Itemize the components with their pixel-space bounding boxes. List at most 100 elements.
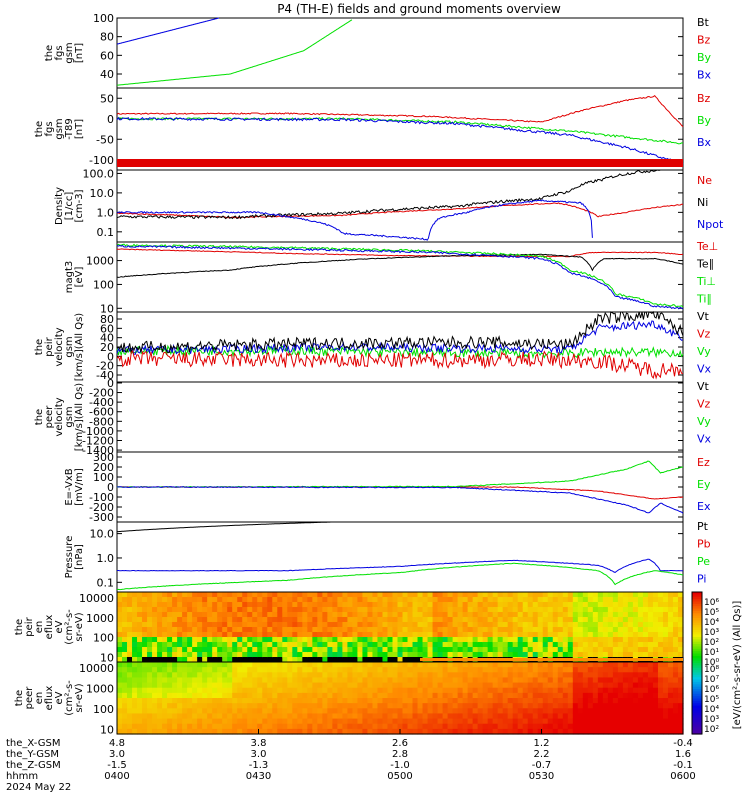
- peir-spectrogram-cell: [512, 592, 519, 598]
- peir-spectrogram-cell: [667, 612, 674, 618]
- peer-spectrogram-cell: [292, 698, 298, 704]
- peer-spectrogram-cell: [457, 677, 464, 684]
- peer-spectrogram-cell: [602, 687, 609, 694]
- peir-spectrogram-cell: [312, 612, 318, 618]
- peer-spectrogram-cell: [182, 713, 188, 720]
- peer-spectrogram-cell: [297, 708, 303, 715]
- peer-spectrogram-cell: [642, 703, 649, 709]
- peir-spectrogram-cell: [492, 647, 499, 653]
- peer-spectrogram-cell: [192, 708, 198, 715]
- peir-spectrogram-cell: [322, 627, 328, 633]
- peir-spectrogram-cell: [607, 622, 614, 628]
- peer-spectrogram-cell: [392, 682, 399, 689]
- peir-spectrogram-cell: [477, 652, 484, 658]
- peer-spectrogram-cell: [242, 677, 248, 684]
- peir-spectrogram-cell: [587, 632, 594, 638]
- peer-spectrogram-cell: [242, 708, 248, 715]
- peer-spectrogram-cell: [402, 687, 409, 694]
- peer-spectrogram-cell: [597, 713, 604, 720]
- peir-spectrogram-cell: [382, 597, 389, 603]
- peir-spectrogram-cell: [462, 632, 469, 638]
- peer-spectrogram-cell: [482, 687, 489, 694]
- peer-spectrogram-cell: [582, 682, 589, 689]
- peir-spectrogram-cell: [212, 607, 218, 613]
- peer-spectrogram-cell: [462, 677, 469, 684]
- peir-spectrogram-cell: [547, 632, 554, 638]
- peer-spectrogram-cell: [227, 677, 233, 684]
- peer-spectrogram-cell: [432, 667, 439, 673]
- peer-spectrogram-cell: [392, 687, 399, 694]
- peer-spectrogram-cell: [202, 687, 208, 694]
- peer-spectrogram-cell: [382, 667, 389, 673]
- peir-spectrogram-cell: [277, 622, 283, 628]
- peir-spectrogram-cell: [447, 622, 454, 628]
- peir-spectrogram-cell: [352, 602, 359, 608]
- peir-spectrogram-cell: [312, 597, 318, 603]
- peir-spectrogram-cell: [532, 627, 539, 633]
- peer-spectrogram-cell: [497, 698, 504, 704]
- peer-spectrogram-cell: [437, 713, 444, 720]
- peir-spectrogram-cell: [352, 622, 359, 628]
- peir-spectrogram-cell: [652, 652, 659, 658]
- y-axis-label-pressure-0: Pressure: [64, 536, 75, 579]
- peir-spectrogram-cell: [242, 647, 248, 653]
- series-fgs-by: [116, 19, 353, 86]
- peir-spectrogram-cell: [322, 617, 328, 623]
- peir-spectrogram-cell: [282, 652, 288, 658]
- peir-spectrogram-cell: [387, 592, 394, 598]
- peir-spectrogram-cell: [522, 637, 529, 643]
- peir-spectrogram-cell: [292, 657, 298, 663]
- peir-spectrogram-cell: [352, 612, 359, 618]
- peer-spectrogram-cell: [222, 728, 228, 735]
- peir-spectrogram-cell: [312, 647, 318, 653]
- peir-spectrogram-cell: [167, 652, 173, 658]
- peer-spectrogram-cell: [397, 682, 404, 689]
- peir-spectrogram-cell: [492, 652, 499, 658]
- peir-spectrogram-cell: [647, 647, 654, 653]
- peer-spectrogram-cell: [597, 677, 604, 684]
- peir-spectrogram-cell: [592, 622, 599, 628]
- peer-spectrogram-cell: [262, 718, 268, 725]
- peer-spectrogram-cell: [197, 687, 203, 694]
- peir-spectrogram-cell: [572, 592, 579, 598]
- peer-spectrogram-cell: [457, 672, 464, 679]
- peer-spectrogram-cell: [337, 687, 343, 694]
- peir-spectrogram-cell: [262, 602, 268, 608]
- peir-spectrogram-cell: [542, 647, 549, 653]
- peir-spectrogram-cell: [627, 627, 634, 633]
- peir-spectrogram-cell: [502, 602, 509, 608]
- peer-spectrogram-cell: [352, 698, 359, 704]
- peer-spectrogram-cell: [632, 682, 639, 689]
- peir-spectrogram-cell: [352, 597, 359, 603]
- peer-spectrogram-cell: [507, 723, 514, 730]
- peir-spectrogram-cell: [382, 647, 389, 653]
- peer-spectrogram-cell: [127, 728, 133, 735]
- peer-spectrogram-cell: [642, 698, 649, 704]
- series-ez: [116, 486, 684, 500]
- peer-spectrogram-cell: [357, 667, 364, 673]
- peer-spectrogram-cell: [302, 703, 308, 709]
- peer-spectrogram-cell: [527, 672, 534, 679]
- peir-spectrogram-cell: [262, 632, 268, 638]
- peir-spectrogram-cell: [572, 652, 579, 658]
- peer-spectrogram-cell: [577, 713, 584, 720]
- peir-spectrogram-cell: [227, 617, 233, 623]
- peir-spectrogram-cell: [127, 607, 133, 613]
- peir-spectrogram-cell: [322, 647, 328, 653]
- colorbar-cell: [692, 726, 702, 730]
- peer-spectrogram-cell: [312, 677, 318, 684]
- peir-spectrogram-cell: [387, 652, 394, 658]
- x-row-value-3-1: 0430: [246, 771, 271, 782]
- peer-spectrogram-cell: [537, 682, 544, 689]
- peer-spectrogram-cell: [237, 672, 243, 679]
- peir-spectrogram-cell: [307, 652, 313, 658]
- peer-spectrogram-cell: [637, 723, 644, 730]
- peir-spectrogram-cell: [232, 647, 238, 653]
- peir-spectrogram-cell: [517, 602, 524, 608]
- peer-spectrogram-cell: [282, 698, 288, 704]
- peer-spectrogram-cell: [152, 687, 158, 694]
- peer-spectrogram-cell: [432, 672, 439, 679]
- peir-spectrogram-cell: [157, 592, 163, 598]
- peer-spectrogram-cell: [337, 723, 343, 730]
- peir-spectrogram-cell: [592, 612, 599, 618]
